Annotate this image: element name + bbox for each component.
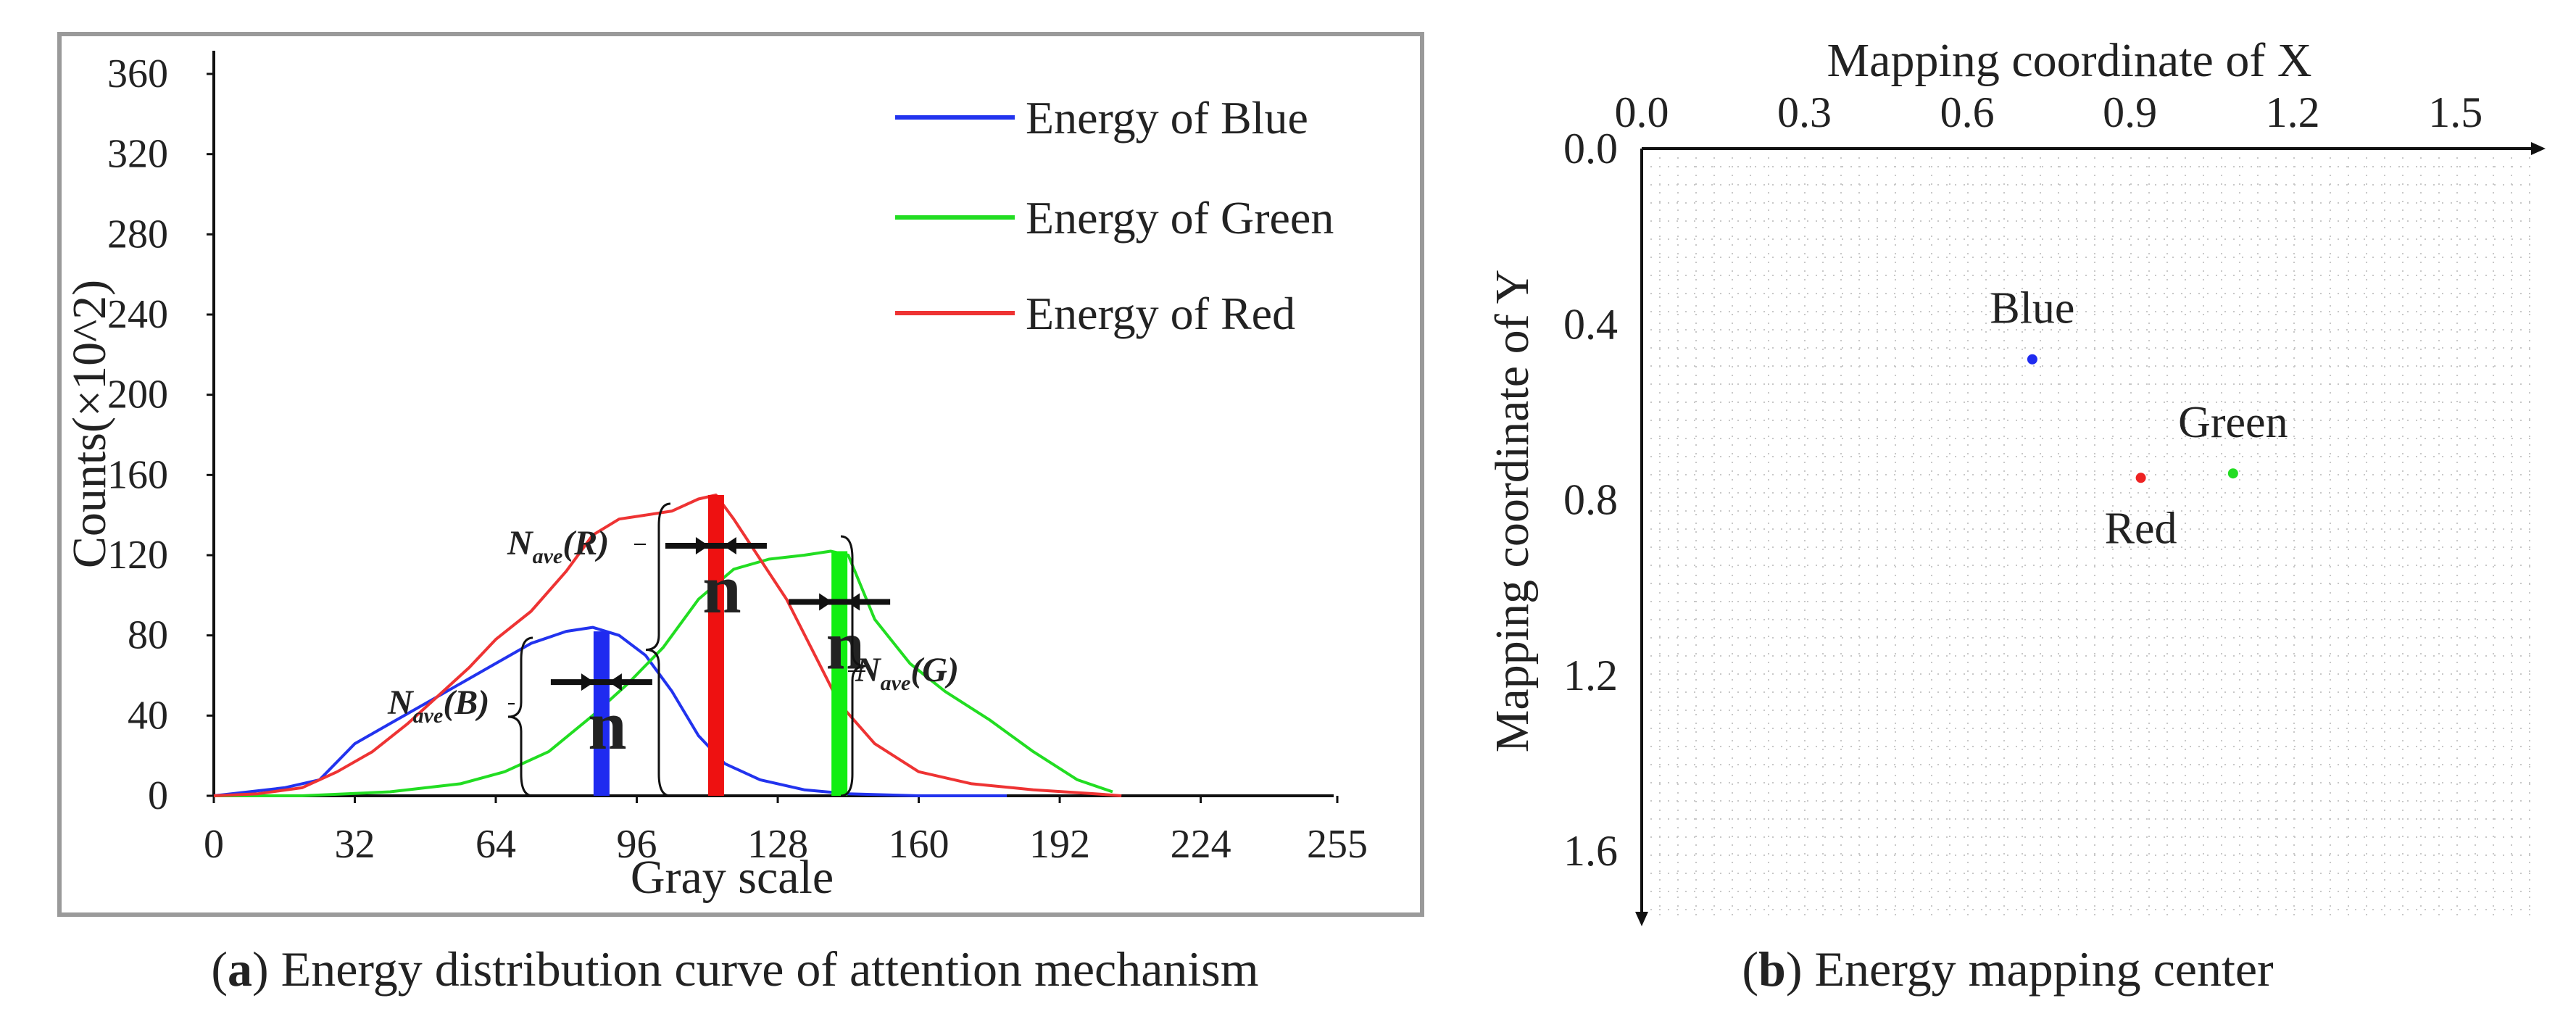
avg-label-sub: ave	[413, 704, 444, 728]
panel-a-plot: 0 32 64 96 128 160 192 224 255 0 40 80 120 160 200 240 2…	[63, 51, 1368, 904]
y-tick-label: 40	[128, 693, 168, 738]
x-tick-label: 0	[204, 822, 224, 867]
avg-label-red: Nave(R)	[507, 524, 609, 568]
point-green	[2227, 468, 2238, 479]
y-tick-label: 1.2	[1563, 652, 1618, 699]
y-axis-label: Mapping coordinate of Y	[1486, 270, 1539, 753]
y-tick-label: 280	[107, 212, 168, 257]
y-tick-label: 0.4	[1563, 300, 1618, 348]
y-tick-label: 160	[107, 452, 168, 497]
x-axis-label: Gray scale	[631, 851, 834, 904]
caption-b-letter: b	[1758, 941, 1786, 997]
caption-a-prefix: (	[211, 941, 228, 997]
caption-b: (b) Energy mapping center	[1742, 941, 2274, 997]
x-tick-label: 160	[889, 822, 950, 867]
x-tick-label: 0.3	[1777, 88, 1832, 136]
panel-b-plot: 0.0 0.3 0.6 0.9 1.2 1.5 0.0 0.4 0.8 1.2 1.6 Mapping…	[1486, 34, 2546, 926]
series-line-red	[213, 494, 1122, 797]
interval-arrowheads-red	[695, 537, 736, 554]
y-tick-label: 200	[107, 373, 168, 417]
y-tick-label: 1.6	[1563, 827, 1618, 875]
avg-label-green: Nave(G)	[855, 651, 959, 695]
y-tick-label: 240	[107, 292, 168, 337]
avg-label-sub: ave	[881, 671, 911, 695]
avg-label-paren: (B)	[443, 683, 489, 722]
panel-a-frame	[57, 32, 1424, 917]
x-tick-label: 192	[1029, 822, 1090, 867]
legend-label-red: Energy of Red	[1026, 288, 1295, 339]
avg-label-n: N	[507, 524, 534, 562]
x-tick-label: 32	[335, 822, 375, 867]
x-axis-label: Mapping coordinate of X	[1827, 34, 2312, 87]
x-tick-label: 0.0	[1615, 88, 1669, 136]
x-tick-label: 0.6	[1940, 88, 1995, 136]
avg-label-paren: (R)	[562, 524, 609, 562]
y-tick-label: 360	[107, 51, 168, 96]
y-tick-label: 0.0	[1563, 125, 1618, 172]
interval-arrowheads-blue	[581, 673, 622, 691]
avg-label-sub: ave	[533, 544, 563, 568]
avg-label-n: N	[387, 683, 415, 722]
x-tick-label: 96	[617, 822, 657, 867]
series-line-blue	[213, 625, 1007, 797]
x-tick-label: 0.9	[2103, 88, 2157, 136]
brace-green	[840, 535, 866, 797]
y-axis-label: Counts(×10^2)	[63, 280, 116, 568]
avg-label-paren: (G)	[910, 651, 959, 689]
x-tick-label: 128	[747, 822, 808, 867]
x-tick-label: 1.5	[2428, 88, 2482, 136]
point-red	[2135, 473, 2146, 483]
y-tick-label: 320	[107, 132, 168, 177]
x-tick-label: 255	[1307, 822, 1368, 867]
x-tick-label: 1.2	[2266, 88, 2320, 136]
point-label-red: Red	[2105, 504, 2177, 553]
point-label-green: Green	[2178, 398, 2288, 447]
x-tick-label: 64	[475, 822, 516, 867]
y-tick-label: 0.8	[1563, 476, 1618, 524]
interval-label-red: n	[702, 550, 741, 628]
x-axis-arrow-icon	[2531, 142, 2546, 155]
interval-label-blue: n	[588, 686, 626, 764]
caption-b-prefix: (	[1742, 941, 1758, 997]
caption-b-text: ) Energy mapping center	[1786, 941, 2274, 997]
y-tick-label: 80	[128, 613, 168, 658]
brace-blue	[507, 636, 533, 797]
x-tick-label: 224	[1171, 822, 1231, 867]
y-tick-label: 120	[107, 533, 168, 578]
legend-label-blue: Energy of Blue	[1026, 92, 1308, 144]
avg-label-blue: Nave(B)	[387, 683, 489, 728]
avg-label-n: N	[855, 651, 882, 689]
y-tick-label: 0	[148, 773, 168, 818]
caption-a: (a) Energy distribution curve of attenti…	[211, 941, 1258, 997]
legend-label-green: Energy of Green	[1026, 192, 1334, 244]
brace-red	[645, 502, 671, 797]
caption-a-text: ) Energy distribution curve of attention…	[252, 941, 1259, 997]
point-blue	[2027, 354, 2037, 365]
y-axis-arrow-icon	[1635, 912, 1648, 926]
series-line-green	[214, 549, 1113, 797]
caption-a-letter: a	[228, 941, 252, 997]
point-label-blue: Blue	[1990, 284, 2074, 333]
